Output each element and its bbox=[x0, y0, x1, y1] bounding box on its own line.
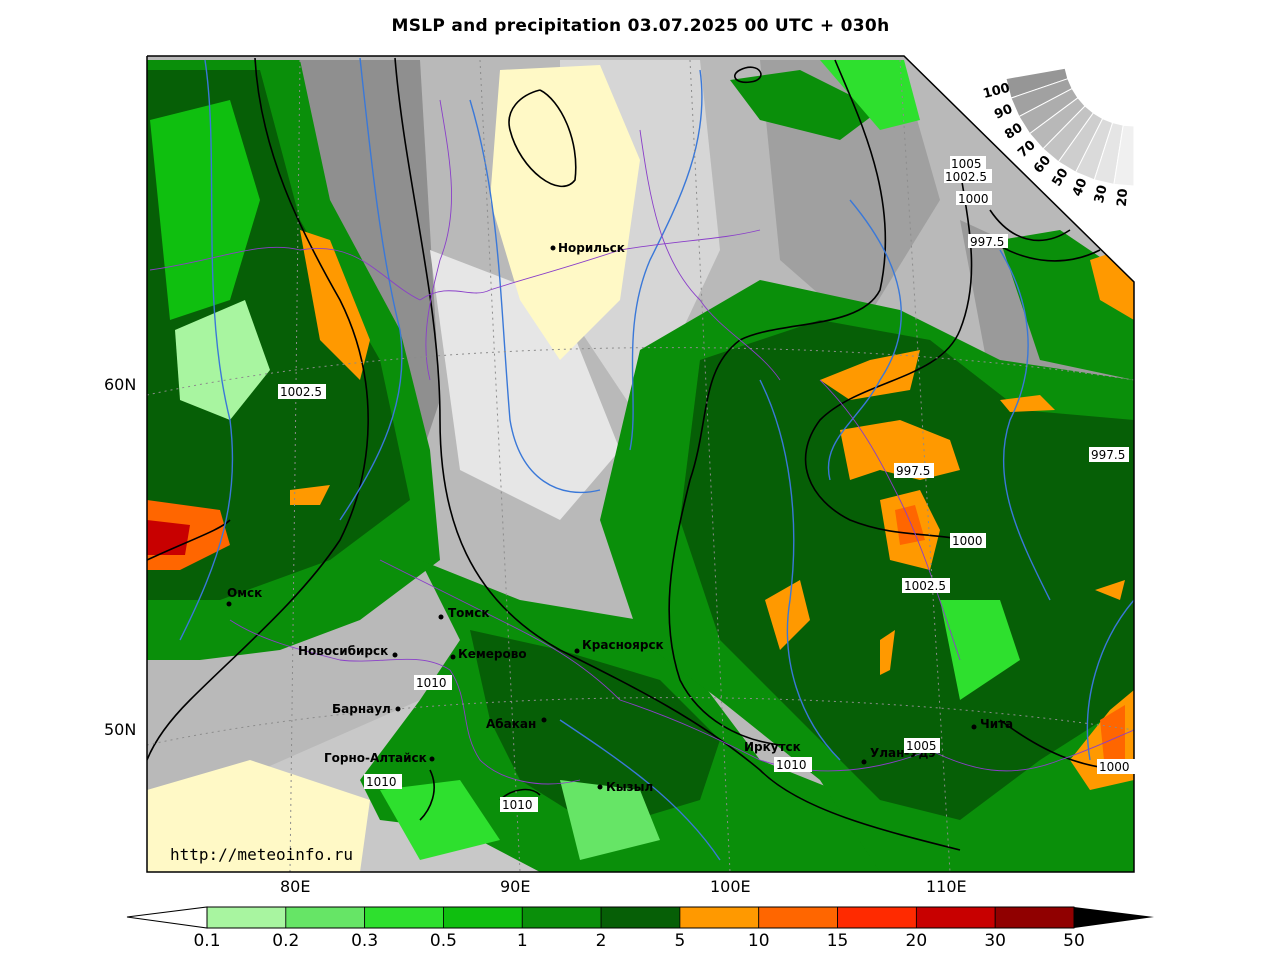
isobars bbox=[147, 57, 1134, 851]
map-frame bbox=[146, 55, 1135, 873]
colorbar bbox=[126, 906, 1154, 929]
admin-borders bbox=[149, 99, 1134, 785]
isobar-label: 1002.5 bbox=[904, 579, 946, 593]
cloud-scale-label: 30 bbox=[1092, 184, 1111, 205]
colorbar-tick-label: 1 bbox=[516, 931, 528, 951]
source-url: http://meteoinfo.ru bbox=[170, 845, 353, 864]
isobar-label: 1000 bbox=[1099, 760, 1130, 774]
colorbar-tick-label: 0.2 bbox=[272, 931, 300, 951]
city-label-novosibirsk: Новосибирск bbox=[298, 644, 388, 658]
precip-heavy-west bbox=[300, 230, 370, 380]
isobar-label: 997.5 bbox=[1091, 448, 1125, 462]
colorbar-swatch bbox=[994, 906, 1075, 929]
isobar-label: 1000 bbox=[952, 534, 983, 548]
city-label-kyzyl: Кызыл bbox=[606, 780, 653, 794]
colorbar-swatch bbox=[443, 906, 523, 929]
isobar-label: 997.5 bbox=[970, 235, 1004, 249]
city-label-abakan: Абакан bbox=[486, 717, 536, 731]
colorbar-swatch bbox=[837, 906, 917, 929]
isobar-label: 1010 bbox=[776, 758, 807, 772]
colorbar-tick-label: 5 bbox=[674, 931, 686, 951]
isobar-label: 1010 bbox=[416, 676, 447, 690]
cloud-scale-label: 40 bbox=[1070, 176, 1091, 198]
temperature-lines bbox=[179, 57, 1134, 861]
city-label-chita: Чита bbox=[980, 717, 1013, 731]
colorbar-max-arrow bbox=[1074, 907, 1154, 928]
graticule bbox=[147, 59, 1134, 872]
lat-label-60n: 60N bbox=[104, 375, 137, 394]
isobar-label: 1005 bbox=[906, 739, 937, 753]
lon-label-80e: 80E bbox=[280, 877, 311, 896]
lon-label-90e: 90E bbox=[500, 877, 531, 896]
city-label-omsk: Омск bbox=[227, 586, 262, 600]
city-label-irkutsk: Иркутск bbox=[744, 740, 801, 754]
city-label-krasnoyarsk: Красноярск bbox=[582, 638, 664, 652]
colorbar-tick-label: 0.5 bbox=[429, 931, 457, 951]
map-title: MSLP and precipitation 03.07.2025 00 UTC… bbox=[391, 16, 890, 36]
isobar-label: 1000 bbox=[958, 192, 989, 206]
precip-heavy-east bbox=[820, 350, 920, 400]
isobar-label: 1002.5 bbox=[280, 385, 322, 399]
isobar-label: 997.5 bbox=[896, 464, 930, 478]
colorbar-swatch bbox=[600, 906, 681, 929]
lon-label-110e: 110E bbox=[926, 877, 967, 896]
city-label-tomsk: Томск bbox=[448, 606, 490, 620]
lat-label-50n: 50N bbox=[104, 720, 137, 739]
colorbar-tick-label: 15 bbox=[826, 931, 849, 951]
colorbar-swatch bbox=[285, 906, 366, 929]
cloud-scale-sector bbox=[1113, 124, 1135, 187]
isobar-label: 1005 bbox=[951, 157, 982, 171]
colorbar-swatch bbox=[364, 906, 444, 929]
colorbar-swatch bbox=[206, 906, 287, 929]
colorbar-tick-label: 10 bbox=[747, 931, 770, 951]
colorbar-swatch bbox=[521, 906, 602, 929]
colorbar-swatch bbox=[915, 906, 996, 929]
isobar-labels: 1002.5 1005 1002.5 1000 997.5 997.5 997.… bbox=[278, 156, 1135, 812]
isobar-label: 1010 bbox=[366, 775, 397, 789]
cloud-scale-label: 90 bbox=[992, 102, 1015, 123]
cloud-scale-label: 100 bbox=[981, 81, 1011, 102]
cloud-scale-label: 20 bbox=[1115, 188, 1131, 207]
colorbar-tick-label: 0.1 bbox=[193, 931, 221, 951]
city-label-kemerovo: Кемерово bbox=[458, 647, 527, 661]
city-label-gorno-altaysk: Горно-Алтайск bbox=[324, 751, 427, 765]
isobar-label: 1010 bbox=[502, 798, 533, 812]
colorbar-tick-label: 20 bbox=[905, 931, 928, 951]
colorbar-tick-label: 2 bbox=[595, 931, 607, 951]
lon-label-100e: 100E bbox=[710, 877, 751, 896]
city-label-barnaul: Барнаул bbox=[332, 702, 391, 716]
colorbar-tick-label: 0.3 bbox=[351, 931, 379, 951]
dry-area-north bbox=[490, 65, 640, 360]
colorbar-swatch bbox=[679, 906, 760, 929]
map-field bbox=[147, 56, 1134, 872]
colorbar-tick-label: 50 bbox=[1063, 931, 1085, 951]
dry-area-southwest bbox=[147, 760, 370, 872]
isobar-label: 1002.5 bbox=[945, 170, 987, 184]
colorbar-swatch bbox=[758, 906, 838, 929]
colorbar-min-arrow bbox=[126, 906, 208, 929]
city-label-norilsk: Норильск bbox=[558, 241, 625, 255]
colorbar-tick-label: 30 bbox=[984, 931, 1006, 951]
